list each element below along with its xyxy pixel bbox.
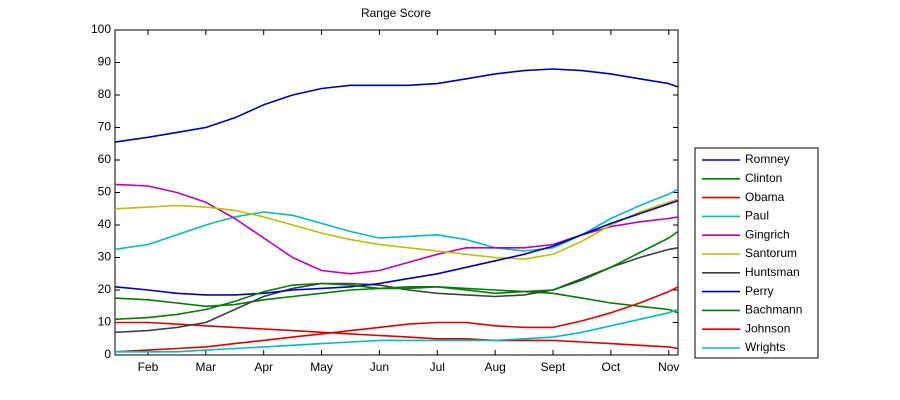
x-tick-label: May (310, 360, 333, 374)
series-line (114, 188, 679, 252)
legend-label: Bachmann (745, 303, 802, 317)
y-tick-label: 90 (98, 55, 112, 69)
legend-label: Wrights (745, 340, 785, 354)
legend-label: Johnson (745, 321, 790, 335)
x-tick-label: Jun (370, 360, 389, 374)
legend-label: Obama (745, 190, 785, 204)
y-tick-label: 80 (98, 87, 112, 101)
x-tick-label: Nov (658, 360, 679, 374)
series-line (115, 308, 679, 353)
chart-title: Range Score (361, 6, 431, 20)
x-tick-label: Aug (484, 360, 505, 374)
legend-label: Perry (745, 284, 774, 298)
series-line (114, 286, 679, 314)
y-tick-label: 60 (98, 152, 112, 166)
y-tick-label: 10 (98, 315, 112, 329)
series-line (114, 198, 679, 260)
y-tick-label: 30 (98, 250, 112, 264)
y-tick-label: 0 (104, 347, 111, 361)
series-line (114, 199, 679, 296)
series-line (114, 230, 679, 321)
x-tick-label: Sept (541, 360, 566, 374)
plot-area (114, 29, 679, 356)
y-tick-label: 50 (98, 185, 112, 199)
legend-label: Clinton (745, 171, 782, 185)
legend-label: Paul (745, 209, 769, 223)
x-tick-label: Jul (430, 360, 445, 374)
y-tick-label: 40 (98, 217, 112, 231)
legend-label: Huntsman (745, 265, 800, 279)
legend (694, 147, 819, 359)
series-line (115, 321, 679, 350)
series-line (114, 286, 679, 353)
x-tick-label: Feb (138, 360, 159, 374)
y-tick-label: 100 (91, 22, 111, 36)
x-tick-label: Mar (196, 360, 217, 374)
legend-label: Santorum (745, 246, 797, 260)
x-tick-label: Apr (254, 360, 273, 374)
y-tick-label: 70 (98, 120, 112, 134)
legend-label: Romney (745, 152, 790, 166)
y-tick-label: 20 (98, 282, 112, 296)
legend-label: Gingrich (745, 227, 790, 241)
x-tick-label: Oct (602, 360, 621, 374)
series-line (114, 68, 679, 143)
